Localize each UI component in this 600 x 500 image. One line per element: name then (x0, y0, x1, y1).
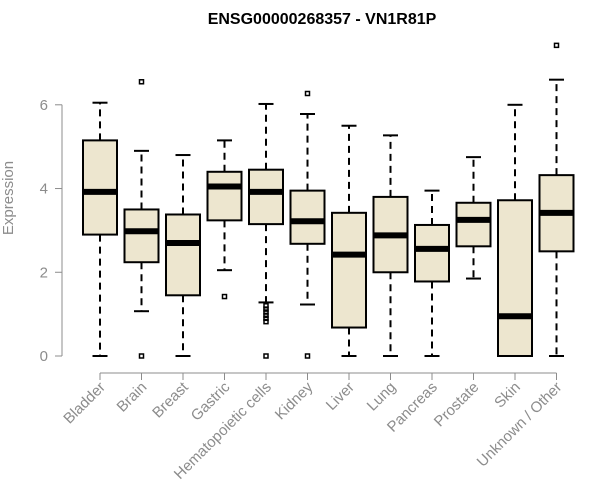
boxes-group (82, 42, 575, 359)
x-tick-label-brain: Brain (114, 379, 151, 416)
outlier-point (304, 90, 311, 97)
box-unknown-other (538, 42, 575, 357)
x-tick-label-lung: Lung (364, 379, 400, 415)
box-kidney (289, 90, 326, 359)
iqr-box (206, 170, 243, 222)
outlier-point (138, 79, 145, 85)
outlier-point (304, 353, 311, 359)
outlier-point (263, 303, 269, 309)
iqr-box (82, 139, 118, 236)
x-tick-label-bladder: Bladder (60, 379, 109, 428)
iqr-box (289, 189, 326, 245)
box-liver (331, 124, 367, 357)
box-gastric (206, 139, 243, 300)
outlier-point (263, 309, 269, 315)
iqr-box (165, 213, 201, 297)
iqr-box (123, 208, 160, 264)
outlier-point (221, 293, 228, 300)
x-tick-label-breast: Breast (149, 378, 192, 421)
box-lung (372, 134, 409, 357)
iqr-box (414, 223, 450, 283)
outlier-point (138, 353, 145, 359)
iqr-box (497, 199, 533, 357)
y-tick-label: 4 (40, 181, 48, 198)
iqr-box (455, 201, 492, 248)
outlier-point (553, 42, 560, 49)
x-tick-label-skin: Skin (491, 379, 524, 412)
x-tick-label-liver: Liver (323, 379, 358, 414)
outlier-point (263, 315, 269, 322)
y-tick-label: 0 (40, 348, 48, 365)
x-tick-label-prostate: Prostate (431, 379, 483, 431)
chart-title: ENSG00000268357 - VN1R81P (208, 11, 437, 28)
outlier-point (263, 353, 269, 359)
box-bladder (82, 101, 118, 357)
box-pancreas (414, 189, 450, 357)
box-prostate (455, 156, 492, 280)
box-skin (497, 103, 533, 357)
y-tick-label: 6 (40, 97, 48, 114)
box-brain (123, 79, 160, 359)
y-tick-label: 2 (40, 264, 48, 281)
iqr-box (331, 211, 367, 329)
y-axis: 0 2 4 6 (40, 97, 63, 365)
iqr-box (248, 168, 284, 226)
box-breast (165, 154, 201, 357)
y-axis-label: Expression (0, 161, 17, 235)
box-hematopoietic-cells (248, 102, 284, 359)
x-tick-label-kidney: Kidney (272, 378, 317, 423)
